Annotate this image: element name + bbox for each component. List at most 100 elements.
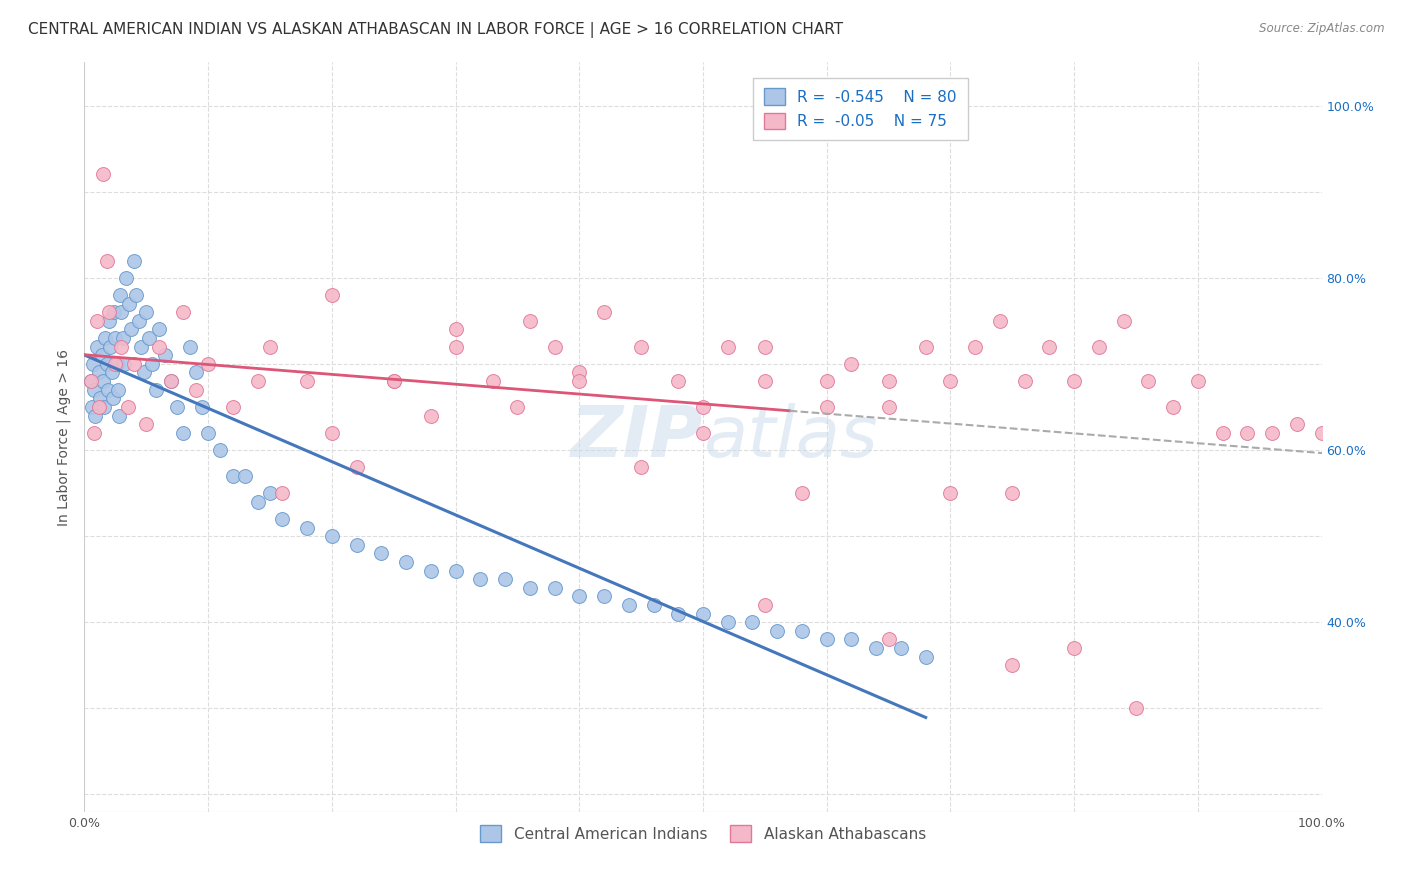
Point: [96, 357, 118, 371]
Point: [83, 425, 105, 440]
Point: [666, 374, 689, 388]
Point: [568, 590, 591, 604]
Point: [222, 468, 245, 483]
Point: [666, 607, 689, 621]
Text: Source: ZipAtlas.com: Source: ZipAtlas.com: [1260, 22, 1385, 36]
Point: [506, 400, 529, 414]
Point: [222, 400, 245, 414]
Point: [246, 374, 269, 388]
Point: [939, 486, 962, 500]
Point: [141, 357, 163, 371]
Point: [965, 340, 987, 354]
Point: [295, 520, 318, 534]
Point: [1112, 314, 1135, 328]
Point: [153, 348, 176, 362]
Point: [494, 572, 516, 586]
Point: [593, 590, 616, 604]
Point: [233, 468, 256, 483]
Point: [988, 314, 1011, 328]
Point: [1285, 417, 1308, 432]
Point: [790, 486, 813, 500]
Point: [1310, 425, 1333, 440]
Point: [145, 383, 167, 397]
Text: atlas: atlas: [703, 402, 877, 472]
Point: [86, 314, 108, 328]
Point: [98, 314, 121, 328]
Point: [1125, 701, 1147, 715]
Point: [1137, 374, 1160, 388]
Point: [98, 305, 121, 319]
Point: [1261, 425, 1284, 440]
Point: [939, 374, 962, 388]
Point: [179, 340, 201, 354]
Point: [382, 374, 405, 388]
Point: [815, 400, 838, 414]
Point: [82, 357, 104, 371]
Point: [444, 322, 467, 336]
Point: [110, 340, 132, 354]
Point: [543, 340, 565, 354]
Point: [132, 366, 155, 380]
Point: [184, 366, 207, 380]
Point: [1001, 486, 1024, 500]
Point: [160, 374, 183, 388]
Point: [754, 340, 776, 354]
Point: [1161, 400, 1184, 414]
Point: [108, 409, 131, 423]
Point: [84, 409, 107, 423]
Point: [148, 322, 170, 336]
Point: [717, 340, 740, 354]
Point: [160, 374, 183, 388]
Point: [766, 624, 789, 638]
Point: [110, 288, 132, 302]
Point: [89, 392, 111, 406]
Point: [617, 598, 640, 612]
Point: [643, 598, 665, 612]
Legend: Central American Indians, Alaskan Athabascans: Central American Indians, Alaskan Athaba…: [470, 814, 936, 853]
Point: [877, 374, 900, 388]
Point: [79, 374, 101, 388]
Text: ZIP: ZIP: [571, 402, 703, 472]
Point: [346, 538, 368, 552]
Point: [100, 366, 122, 380]
Point: [1038, 340, 1060, 354]
Point: [754, 374, 776, 388]
Point: [135, 305, 157, 319]
Point: [692, 607, 714, 621]
Point: [321, 425, 343, 440]
Point: [519, 581, 541, 595]
Point: [543, 581, 565, 595]
Point: [80, 400, 103, 414]
Point: [91, 168, 114, 182]
Point: [1001, 658, 1024, 673]
Point: [96, 253, 118, 268]
Point: [877, 632, 900, 647]
Point: [246, 494, 269, 508]
Point: [90, 348, 112, 362]
Point: [79, 374, 101, 388]
Point: [120, 322, 142, 336]
Point: [104, 331, 127, 345]
Point: [481, 374, 503, 388]
Point: [519, 314, 541, 328]
Point: [105, 357, 128, 371]
Point: [741, 615, 763, 630]
Point: [128, 314, 150, 328]
Point: [877, 400, 900, 414]
Point: [1187, 374, 1209, 388]
Point: [717, 615, 740, 630]
Point: [1088, 340, 1111, 354]
Point: [321, 288, 343, 302]
Point: [841, 357, 863, 371]
Point: [172, 305, 194, 319]
Point: [94, 331, 117, 345]
Point: [172, 425, 194, 440]
Point: [209, 442, 232, 457]
Point: [568, 366, 591, 380]
Point: [107, 383, 129, 397]
Text: CENTRAL AMERICAN INDIAN VS ALASKAN ATHABASCAN IN LABOR FORCE | AGE > 16 CORRELAT: CENTRAL AMERICAN INDIAN VS ALASKAN ATHAB…: [28, 22, 844, 38]
Point: [630, 340, 652, 354]
Point: [754, 598, 776, 612]
Point: [444, 564, 467, 578]
Point: [815, 632, 838, 647]
